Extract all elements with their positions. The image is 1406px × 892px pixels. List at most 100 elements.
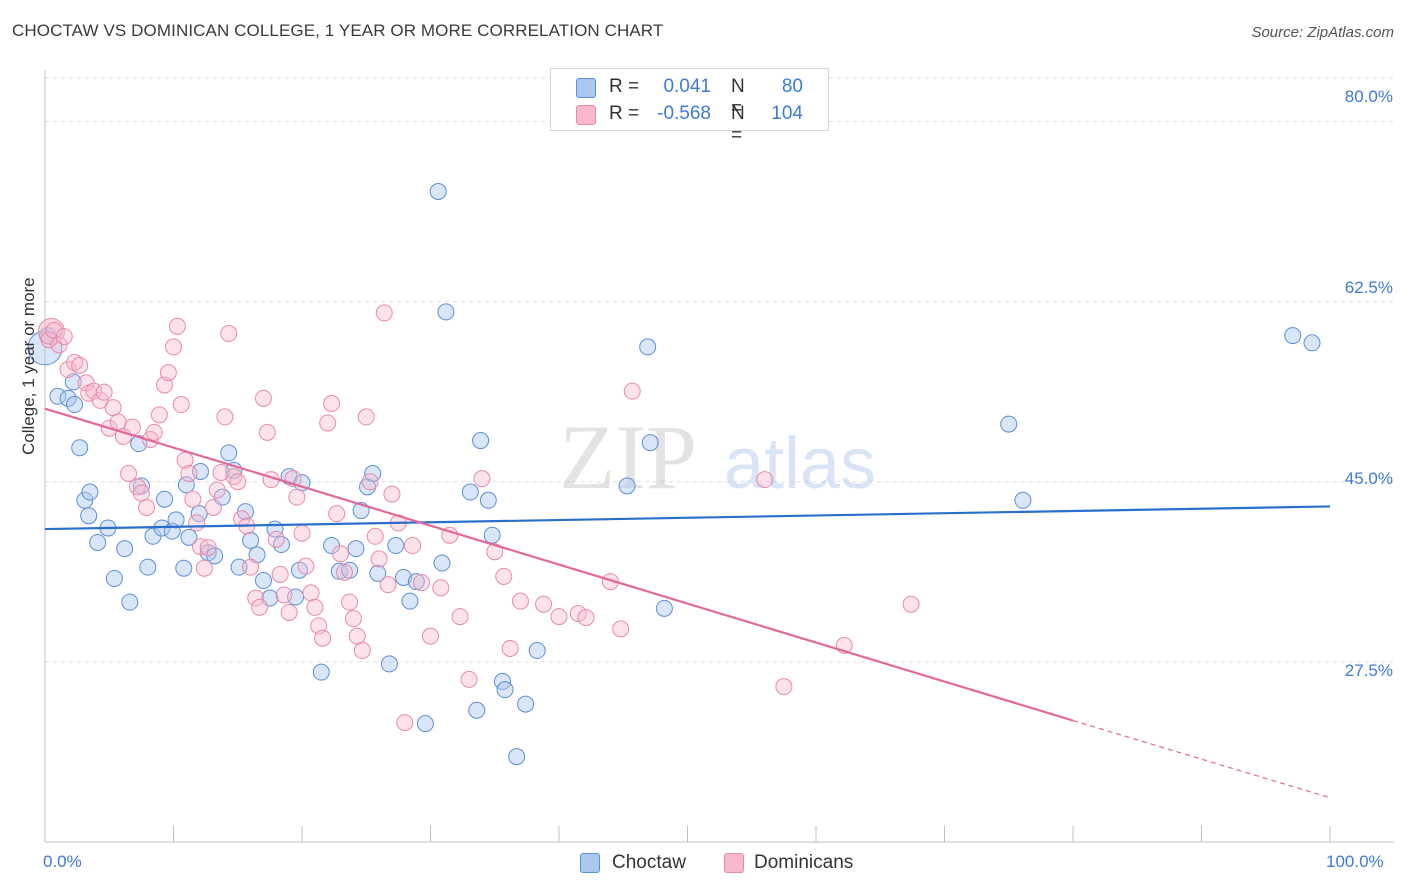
- data-point: [199, 539, 217, 557]
- data-point: [188, 514, 206, 532]
- data-point: [116, 540, 134, 558]
- data-point: [486, 543, 504, 561]
- data-point: [109, 413, 127, 431]
- data-point: [623, 382, 641, 400]
- data-point: [242, 558, 260, 576]
- data-point: [314, 629, 332, 647]
- data-point: [293, 524, 311, 542]
- data-point: [775, 678, 793, 696]
- data-point: [496, 681, 514, 699]
- data-point: [508, 748, 526, 766]
- data-point: [1014, 491, 1032, 509]
- data-point: [55, 328, 73, 346]
- y-tick-label: 45.0%: [1344, 469, 1393, 488]
- data-point: [114, 427, 132, 445]
- data-point: [348, 627, 366, 645]
- r-label: R =: [609, 76, 640, 97]
- data-point: [618, 477, 636, 495]
- data-point: [473, 470, 491, 488]
- data-point: [404, 537, 422, 555]
- data-point: [369, 564, 387, 582]
- data-point: [366, 527, 384, 545]
- data-point: [297, 557, 315, 575]
- data-point: [89, 533, 107, 551]
- n-value: 104: [771, 103, 803, 124]
- data-point: [132, 484, 150, 502]
- data-point: [380, 655, 398, 673]
- data-point: [288, 488, 306, 506]
- r-value: -0.568: [657, 103, 711, 124]
- watermark: ZIP atlas: [559, 406, 876, 508]
- data-point: [81, 483, 99, 501]
- data-point: [429, 182, 447, 200]
- data-point: [229, 473, 247, 491]
- legend-label: Choctaw: [612, 852, 686, 873]
- data-point: [258, 423, 276, 441]
- data-point: [280, 603, 298, 621]
- data-point: [80, 507, 98, 525]
- y-tick-label: 62.5%: [1344, 278, 1393, 297]
- data-point: [335, 563, 353, 581]
- data-point: [383, 485, 401, 503]
- choctaw-swatch: [576, 78, 596, 98]
- data-point: [396, 714, 414, 732]
- data-point: [479, 491, 497, 509]
- data-point: [437, 303, 455, 321]
- data-point: [902, 595, 920, 613]
- data-point: [159, 364, 177, 382]
- data-point: [208, 481, 226, 499]
- data-point: [387, 537, 405, 555]
- data-point: [212, 463, 230, 481]
- data-point: [395, 568, 413, 586]
- data-point: [180, 464, 198, 482]
- data-point: [71, 439, 89, 457]
- data-point: [95, 383, 113, 401]
- data-point: [220, 325, 238, 343]
- data-point: [432, 579, 450, 597]
- data-point: [517, 695, 535, 713]
- data-point: [139, 558, 157, 576]
- watermark-zip: ZIP: [559, 406, 697, 508]
- data-point: [49, 387, 67, 405]
- data-point: [379, 576, 397, 594]
- data-point: [145, 423, 163, 441]
- data-point: [165, 338, 182, 356]
- data-point: [483, 526, 501, 544]
- data-point: [271, 565, 289, 583]
- series-dominicans: [37, 304, 920, 732]
- x-tick-label: 100.0%: [1326, 852, 1384, 871]
- data-point: [204, 498, 222, 516]
- data-point: [275, 586, 293, 604]
- data-point: [416, 715, 434, 733]
- data-point: [370, 550, 388, 568]
- data-point: [120, 464, 138, 482]
- data-point: [569, 604, 587, 622]
- data-point: [375, 304, 393, 322]
- dominicans-swatch: [576, 105, 596, 125]
- data-point: [302, 584, 320, 602]
- data-point: [175, 559, 193, 577]
- data-point: [167, 511, 185, 529]
- data-point: [104, 399, 122, 417]
- data-point: [511, 592, 529, 610]
- data-point: [254, 389, 272, 407]
- r-label: R =: [609, 103, 640, 124]
- data-point: [451, 608, 469, 626]
- data-point: [641, 434, 659, 452]
- chart-title: CHOCTAW VS DOMINICAN COLLEGE, 1 YEAR OR …: [12, 21, 664, 40]
- data-point: [407, 573, 425, 591]
- data-point: [413, 574, 431, 592]
- data-point: [1303, 334, 1321, 352]
- correlation-legend: R = 0.041 N = 80 R = -0.568 N = 104: [550, 68, 829, 146]
- data-point: [550, 608, 568, 626]
- r-value: 0.041: [663, 76, 711, 97]
- data-point: [105, 569, 123, 587]
- data-point: [254, 572, 272, 590]
- data-point: [66, 396, 84, 414]
- data-point: [460, 670, 478, 688]
- data-point: [184, 490, 202, 508]
- data-point: [332, 545, 350, 563]
- data-point: [216, 408, 234, 426]
- data-point: [272, 536, 290, 554]
